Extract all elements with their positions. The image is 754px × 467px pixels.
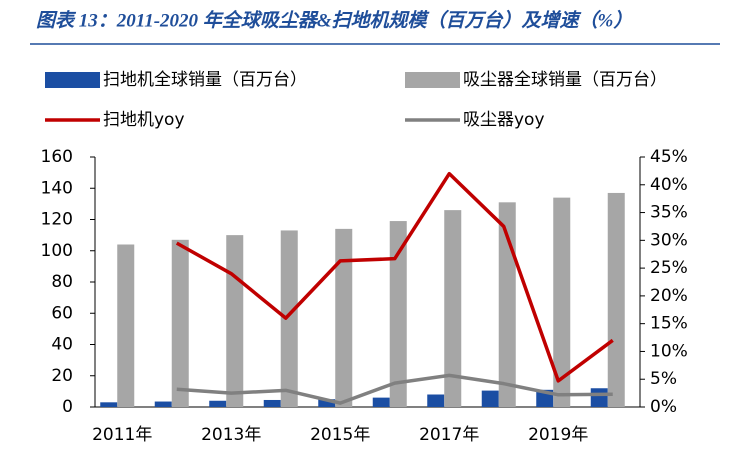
legend-label: 扫地机全球销量（百万台） — [103, 70, 307, 90]
y2-tick-label: 15% — [650, 314, 688, 334]
legend-swatch — [405, 72, 460, 88]
legend-label: 吸尘器yoy — [463, 110, 545, 130]
bar — [100, 402, 118, 407]
x-tick-label: 2011年 — [92, 425, 152, 445]
y-tick-label: 140 — [41, 178, 73, 198]
bar — [171, 239, 189, 407]
y2-tick-label: 5% — [650, 369, 677, 389]
y2-tick-label: 40% — [650, 175, 688, 195]
y-tick-label: 60 — [51, 303, 73, 323]
bar — [553, 197, 571, 407]
y-tick-label: 0 — [62, 397, 73, 417]
bar — [209, 400, 227, 407]
y-tick-label: 120 — [41, 210, 73, 230]
y2-tick-label: 20% — [650, 286, 688, 306]
bar — [481, 390, 499, 407]
bar — [117, 244, 135, 407]
bar — [263, 399, 281, 407]
y2-tick-label: 25% — [650, 258, 688, 278]
bar — [335, 228, 353, 407]
bar — [280, 230, 298, 407]
y-tick-label: 100 — [41, 241, 73, 261]
bar — [389, 221, 407, 407]
y-tick-label: 20 — [51, 366, 73, 386]
x-tick-label: 2019年 — [528, 425, 588, 445]
y-tick-label: 160 — [41, 147, 73, 167]
y2-tick-label: 30% — [650, 230, 688, 250]
y2-tick-label: 10% — [650, 341, 688, 361]
y-tick-label: 40 — [51, 335, 73, 355]
bar — [226, 235, 244, 407]
x-tick-label: 2015年 — [310, 425, 370, 445]
bar — [427, 394, 445, 407]
y-tick-label: 80 — [51, 272, 73, 292]
bar — [318, 399, 336, 407]
bar — [372, 397, 390, 407]
chart-title: 图表 13：2011-2020 年全球吸尘器&扫地机规模（百万台）及增速（%） — [36, 9, 632, 31]
legend-label: 扫地机yoy — [103, 110, 185, 130]
x-tick-label: 2017年 — [419, 425, 479, 445]
y2-tick-label: 0% — [650, 397, 677, 417]
legend-swatch — [45, 72, 100, 88]
bar — [590, 388, 608, 407]
x-tick-label: 2013年 — [201, 425, 261, 445]
legend-label: 吸尘器全球销量（百万台） — [463, 70, 667, 90]
bar — [444, 210, 462, 407]
y2-tick-label: 45% — [650, 147, 688, 167]
bar — [607, 192, 625, 407]
line — [176, 373, 613, 405]
y2-tick-label: 35% — [650, 203, 688, 223]
bar — [154, 401, 172, 407]
line — [175, 171, 614, 383]
